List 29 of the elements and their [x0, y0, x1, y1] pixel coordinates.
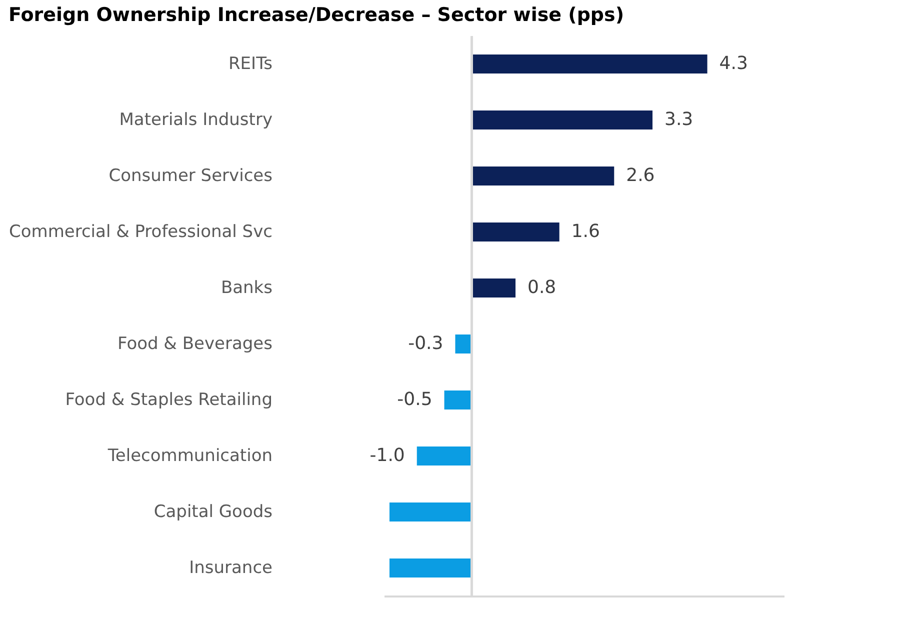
- bar: [455, 334, 472, 354]
- data-label: 2.6: [626, 165, 655, 186]
- y-tick-label: REITs: [228, 54, 273, 74]
- bar: [472, 278, 516, 298]
- data-label: -0.5: [397, 389, 432, 410]
- y-tick-label: Insurance: [189, 558, 272, 578]
- y-tick-label: Telecommunication: [106, 446, 272, 466]
- data-label: -1.0: [370, 445, 405, 466]
- bar: [472, 166, 614, 186]
- chart-title: Foreign Ownership Increase/Decrease – Sector wise (pps): [8, 4, 624, 26]
- data-label: -0.3: [408, 333, 444, 354]
- data-label: 1.6: [571, 221, 600, 242]
- bar: [472, 54, 708, 74]
- y-tick-label: Commercial & Professional Svc: [8, 222, 272, 242]
- bar: [416, 446, 472, 466]
- y-tick-label: Food & Beverages: [118, 334, 273, 354]
- data-label: 3.3: [664, 109, 694, 130]
- y-tick-label: Materials Industry: [119, 110, 272, 130]
- bar: [472, 110, 652, 130]
- data-label: 4.3: [719, 53, 748, 74]
- y-tick-label: Banks: [220, 278, 273, 298]
- bar: [389, 502, 472, 522]
- bar: [444, 390, 472, 410]
- y-tick-label: Consumer Services: [108, 166, 273, 186]
- y-tick-label: Capital Goods: [154, 502, 273, 522]
- bar: [389, 558, 472, 578]
- y-tick-label: Food & Staples Retailing: [65, 390, 272, 410]
- data-label: 0.8: [528, 277, 556, 298]
- bar: [472, 222, 560, 242]
